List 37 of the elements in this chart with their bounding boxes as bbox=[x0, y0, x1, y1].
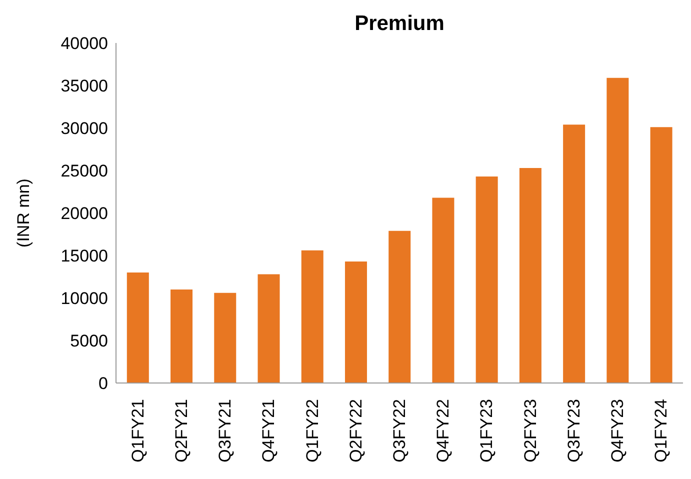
bar bbox=[563, 124, 586, 383]
x-tick-label: Q1FY24 bbox=[652, 399, 671, 462]
x-tick-label: Q2FY23 bbox=[520, 399, 540, 462]
x-tick-label: Q1FY22 bbox=[302, 399, 322, 462]
x-tick-label: Q1FY23 bbox=[477, 399, 496, 462]
x-tick-label: Q4FY21 bbox=[259, 399, 278, 462]
bar bbox=[650, 127, 672, 383]
x-tick-label: Q4FY22 bbox=[434, 399, 453, 462]
x-tick-label: Q3FY22 bbox=[390, 399, 409, 462]
y-tick-label: 30000 bbox=[60, 119, 108, 138]
y-tick-label: 25000 bbox=[60, 162, 108, 181]
x-tick-label: Q2FY21 bbox=[172, 399, 191, 462]
bar bbox=[476, 176, 498, 383]
bar bbox=[388, 230, 411, 383]
x-tick-label: Q1FY21 bbox=[128, 399, 148, 462]
x-tick-label: Q3FY21 bbox=[216, 399, 235, 462]
y-axis-title: (INR mn) bbox=[14, 178, 34, 248]
bar bbox=[170, 290, 193, 383]
y-tick-label: 0 bbox=[98, 374, 108, 394]
x-tick-label: Q3FY23 bbox=[564, 399, 584, 462]
y-tick-label: 20000 bbox=[60, 204, 108, 224]
bar bbox=[432, 198, 454, 383]
bar bbox=[344, 261, 367, 383]
chart-title: Premium bbox=[354, 12, 446, 36]
bar bbox=[301, 250, 324, 383]
x-tick-label: Q4FY23 bbox=[608, 399, 628, 462]
y-tick-label: 10000 bbox=[60, 289, 108, 308]
y-tick-label: 40000 bbox=[60, 34, 108, 54]
y-tick-label: 5000 bbox=[70, 332, 108, 351]
y-tick-label: 15000 bbox=[60, 246, 108, 266]
y-tick-label: 35000 bbox=[60, 76, 108, 96]
bar bbox=[258, 274, 280, 383]
bar bbox=[126, 272, 149, 383]
bar bbox=[214, 292, 236, 383]
x-tick-label: Q2FY22 bbox=[346, 399, 366, 462]
bar bbox=[606, 78, 629, 383]
bar bbox=[519, 168, 542, 383]
